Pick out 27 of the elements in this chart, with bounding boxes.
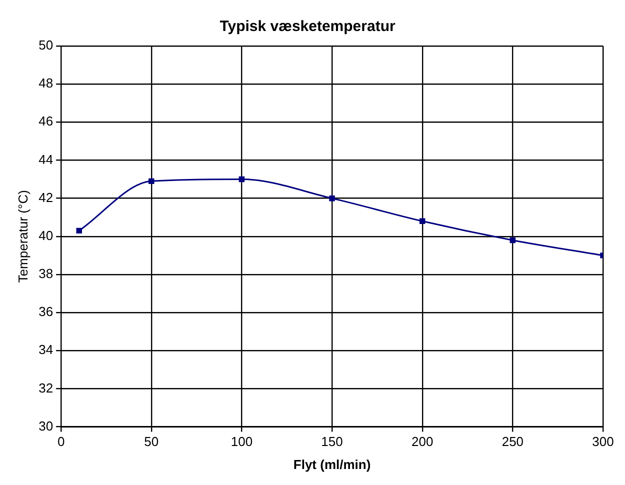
x-axis-title: Flyt (ml/min)	[293, 456, 371, 472]
point	[510, 237, 516, 244]
y-tick-label: 40	[38, 228, 54, 243]
x-tick-label: 150	[321, 434, 343, 450]
y-tick-label: 44	[38, 152, 54, 167]
x-tick-label: 50	[144, 434, 159, 450]
y-tick-label: 38	[38, 266, 54, 282]
y-tick-label: 46	[38, 114, 54, 129]
y-tick-label: 50	[38, 38, 54, 53]
point	[238, 176, 245, 182]
chart-title: Typisk væsketemperatur	[220, 18, 396, 36]
x-tick-label: 300	[592, 434, 614, 450]
point	[329, 195, 335, 202]
x-tick-label: 100	[230, 434, 253, 450]
point	[76, 228, 82, 234]
y-tick-label: 48	[38, 76, 54, 91]
y-tick-label: 42	[38, 190, 54, 205]
y-tick-label: 32	[38, 380, 54, 396]
y-axis-title: Temperatur (°C)	[15, 190, 30, 283]
y-tick-label: 30	[38, 418, 54, 434]
x-tick-label: 0	[57, 434, 65, 450]
point	[419, 218, 426, 224]
y-tick-label: 34	[38, 342, 54, 358]
point	[148, 178, 154, 184]
y-tick-label: 36	[38, 304, 54, 320]
x-tick-label: 200	[412, 434, 434, 450]
x-tick-label: 250	[502, 434, 524, 450]
